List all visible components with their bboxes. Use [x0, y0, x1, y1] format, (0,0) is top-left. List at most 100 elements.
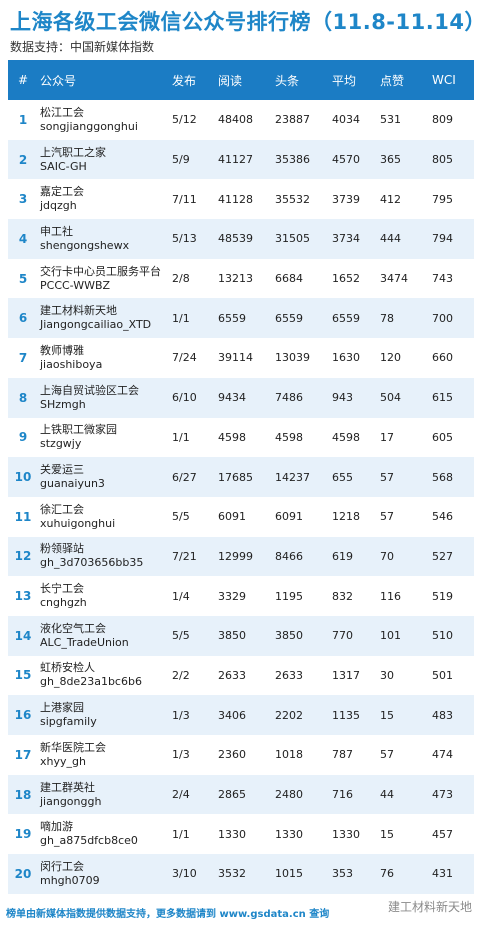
ranking-table: # 公众号 发布 阅读 头条 平均 点赞 WCI 1 松江工会 songjiangg…	[8, 60, 474, 894]
row-likes: 531	[380, 113, 401, 127]
header-wci: WCI	[432, 73, 456, 87]
table-row: 18 建工群英社 jiangonggh 2/4 2865 2480 716 44 473	[8, 774, 474, 815]
row-wci: 510	[432, 629, 453, 643]
row-average: 1218	[332, 510, 360, 524]
row-read: 3406	[218, 708, 246, 722]
row-likes: 101	[380, 629, 401, 643]
row-average: 1630	[332, 351, 360, 365]
row-account: 上汽职工之家 SAIC-GH	[38, 140, 170, 180]
account-id: Jiangongcailiao_XTD	[40, 318, 152, 332]
row-read: 48408	[218, 113, 253, 127]
account-id: cnghgzh	[40, 596, 87, 610]
table-row: 11 徐汇工会 xuhuigonghui 5/5 6091 6091 1218 57 546	[8, 496, 474, 537]
row-publish: 1/4	[172, 589, 190, 603]
row-account: 嘀加游 gh_a875dfcb8ce0	[38, 814, 170, 854]
row-read: 2360	[218, 748, 246, 762]
row-headline: 1015	[275, 867, 303, 881]
row-average: 770	[332, 629, 353, 643]
row-headline: 3850	[275, 629, 303, 643]
row-wci: 660	[432, 351, 453, 365]
row-wci: 527	[432, 549, 453, 563]
row-likes: 504	[380, 391, 401, 405]
row-average: 4034	[332, 113, 360, 127]
row-wci: 474	[432, 748, 453, 762]
row-headline: 1195	[275, 589, 303, 603]
account-name: 上海自贸试验区工会	[40, 383, 139, 397]
table-row: 2 上汽职工之家 SAIC-GH 5/9 41127 35386 4570 365 805	[8, 139, 474, 180]
row-headline: 1330	[275, 827, 303, 841]
row-average: 619	[332, 549, 353, 563]
row-headline: 2480	[275, 788, 303, 802]
row-account: 液化空气工会 ALC_TradeUnion	[38, 616, 170, 656]
row-rank: 17	[14, 747, 32, 762]
account-id: sipgfamily	[40, 715, 97, 729]
account-id: SAIC-GH	[40, 159, 87, 173]
footer-link[interactable]: www.gsdata.cn	[219, 909, 306, 920]
row-headline: 35386	[275, 153, 310, 167]
row-average: 353	[332, 867, 353, 881]
row-read: 3850	[218, 629, 246, 643]
row-account: 上海自贸试验区工会 SHzmgh	[38, 378, 170, 418]
row-read: 39114	[218, 351, 253, 365]
header-average: 平均	[332, 73, 357, 88]
table-row: 3 嘉定工会 jdqzgh 7/11 41128 35532 3739 412 795	[8, 179, 474, 220]
account-id: jdqzgh	[40, 199, 77, 213]
row-average: 1317	[332, 668, 360, 682]
table-row: 10 关爱运三 guanaiyun3 6/27 17685 14237 655 57 568	[8, 457, 474, 497]
row-account: 申工社 shengongshewx	[38, 219, 170, 259]
account-name: 建工群英社	[40, 780, 95, 794]
row-read: 17685	[218, 470, 253, 484]
row-headline: 31505	[275, 232, 310, 246]
row-account: 交行卡中心员工服务平台 PCCC-WWBZ	[38, 259, 170, 299]
row-headline: 8466	[275, 549, 303, 563]
row-account: 徐汇工会 xuhuigonghui	[38, 497, 170, 537]
row-average: 787	[332, 748, 353, 762]
row-average: 6559	[332, 311, 360, 325]
account-name: 上铁职工微家园	[40, 423, 117, 437]
row-publish: 5/9	[172, 153, 190, 167]
page-title: 上海各级工会微信公众号排行榜（11.8-11.14）	[10, 10, 480, 34]
row-wci: 805	[432, 153, 453, 167]
row-account: 新华医院工会 xhyy_gh	[38, 735, 170, 775]
row-read: 9434	[218, 391, 246, 405]
row-account: 闵行工会 mhgh0709	[38, 854, 170, 894]
row-publish: 1/1	[172, 430, 190, 444]
row-headline: 6091	[275, 510, 303, 524]
row-read: 41128	[218, 192, 253, 206]
account-name: 嘉定工会	[40, 185, 84, 199]
row-headline: 35532	[275, 192, 310, 206]
row-rank: 2	[18, 152, 28, 167]
table-row: 17 新华医院工会 xhyy_gh 1/3 2360 1018 787 57 474	[8, 735, 474, 775]
row-publish: 1/1	[172, 311, 190, 325]
account-id: gh_a875dfcb8ce0	[40, 834, 138, 848]
row-publish: 6/27	[172, 470, 197, 484]
row-read: 12999	[218, 549, 253, 563]
row-publish: 7/11	[172, 192, 197, 206]
footer-suffix: 查询	[309, 909, 330, 920]
row-rank: 19	[14, 827, 32, 842]
row-rank: 12	[14, 549, 32, 564]
row-wci: 568	[432, 470, 453, 484]
row-rank: 1	[18, 112, 28, 127]
row-read: 6559	[218, 311, 246, 325]
row-average: 943	[332, 391, 353, 405]
account-id: PCCC-WWBZ	[40, 278, 111, 292]
row-publish: 1/3	[172, 748, 190, 762]
row-publish: 5/5	[172, 510, 190, 524]
row-read: 13213	[218, 272, 253, 286]
table-row: 15 虹桥安检人 gh_8de23a1bc6b6 2/2 2633 2633 1317 30 5…	[8, 655, 474, 696]
row-account: 上铁职工微家园 stzgwjy	[38, 418, 170, 458]
account-id: SHzmgh	[40, 397, 86, 411]
row-wci: 431	[432, 867, 453, 881]
row-likes: 3474	[380, 272, 408, 286]
row-wci: 457	[432, 827, 453, 841]
row-likes: 70	[380, 549, 394, 563]
footer-note: 榜单由新媒体指数提供数据支持，更多数据请到 www.gsdata.cn 查询	[6, 905, 329, 920]
account-name: 申工社	[40, 224, 73, 238]
row-rank: 20	[14, 866, 32, 881]
row-read: 41127	[218, 153, 253, 167]
table-row: 7 教师博雅 jiaoshiboya 7/24 39114 13039 1630 120 660	[8, 338, 474, 378]
row-rank: 3	[18, 192, 28, 207]
row-likes: 57	[380, 470, 394, 484]
row-account: 粉领驿站 gh_3d703656bb35	[38, 537, 170, 577]
